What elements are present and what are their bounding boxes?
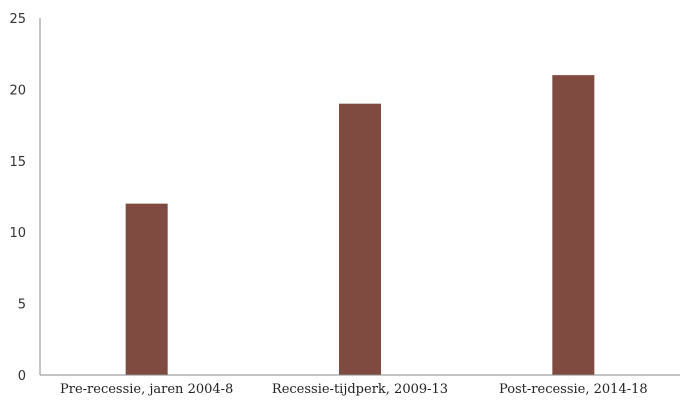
bar: [125, 203, 168, 375]
y-tick-label: 25: [9, 12, 26, 27]
x-tick-label: Recessie-tijdperk, 2009-13: [272, 382, 448, 397]
x-axis-ticks: Pre-recessie, jaren 2004-8 Recessie-tijdp…: [60, 382, 648, 397]
y-tick-label: 5: [18, 298, 26, 313]
y-tick-label: 20: [9, 83, 26, 98]
bar: [339, 103, 381, 376]
bar: [552, 75, 595, 376]
y-axis-ticks: 0 5 10 15 20 25: [9, 12, 26, 384]
y-tick-label: 10: [9, 226, 26, 241]
x-tick-label: Pre-recessie, jaren 2004-8: [60, 382, 233, 397]
y-tick-label: 0: [18, 369, 26, 384]
y-tick-label: 15: [9, 155, 26, 170]
x-tick-label: Post-recessie, 2014-18: [499, 382, 648, 397]
bars: [125, 75, 595, 376]
